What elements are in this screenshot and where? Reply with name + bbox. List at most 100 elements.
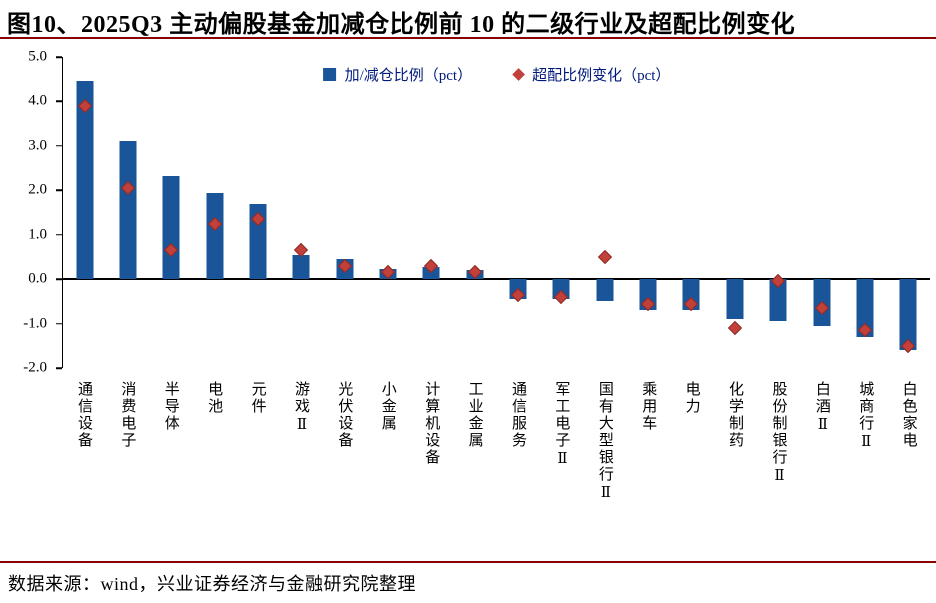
legend-diamond-label: 超配比例变化（pct）: [532, 68, 671, 84]
x-category-label: 游戏Ⅱ: [292, 381, 309, 435]
bar-positive: [119, 141, 137, 280]
chart-column: [757, 57, 800, 368]
x-category-cell: 化学制药: [713, 381, 756, 559]
y-tick-label: 2.0: [28, 181, 47, 198]
x-category-label: 通信服务: [510, 381, 527, 449]
x-category-label: 小金属: [379, 381, 396, 432]
x-category-label: 工业金属: [466, 381, 483, 449]
x-category-cell: 电力: [670, 381, 713, 559]
chart-column: [63, 57, 106, 368]
y-tick-mark: [56, 145, 62, 147]
x-category-cell: 消费电子: [105, 381, 148, 559]
bar-positive: [206, 192, 224, 280]
plot-columns: [63, 57, 930, 368]
x-category-cell: 乘用车: [626, 381, 669, 559]
diamond-marker: [727, 320, 742, 336]
chart-column: [626, 57, 669, 368]
bar-negative: [726, 279, 744, 320]
bar-negative: [899, 279, 917, 351]
x-category-label: 军工电子Ⅱ: [553, 381, 570, 469]
x-category-label: 计算机设备: [423, 381, 440, 466]
legend-item-diamond: 超配比例变化（pct）: [512, 64, 671, 85]
x-category-label: 国有大型银行Ⅱ: [596, 381, 613, 503]
y-tick-label: 4.0: [28, 92, 47, 109]
x-category-label: 股份制银行Ⅱ: [770, 381, 787, 486]
chart-title: 图10、2025Q3 主动偏股基金加减仓比例前 10 的二级行业及超配比例变化: [7, 12, 796, 38]
x-category-cell: 计算机设备: [409, 381, 452, 559]
x-category-cell: 股份制银行Ⅱ: [757, 381, 800, 559]
y-tick-label: -2.0: [23, 359, 47, 376]
data-source-note: 数据来源：wind，兴业证券经济与金融研究院整理: [8, 574, 416, 594]
legend: 加/减仓比例（pct） 超配比例变化（pct）: [322, 64, 671, 85]
x-category-cell: 城商行Ⅱ: [843, 381, 886, 559]
diamond-marker: [597, 249, 612, 264]
x-category-cell: 光伏设备: [322, 381, 365, 559]
y-tick-mark: [56, 278, 62, 280]
x-category-label: 白色家电: [900, 381, 917, 449]
x-category-cell: 元件: [236, 381, 279, 559]
chart-column: [323, 57, 366, 368]
legend-item-bar: 加/减仓比例（pct）: [322, 64, 473, 85]
legend-bar-swatch-icon: [322, 68, 336, 81]
chart-column: [670, 57, 713, 368]
x-category-cell: 通信设备: [62, 381, 105, 559]
x-category-label: 电力: [683, 381, 700, 415]
plot-area: 加/减仓比例（pct） 超配比例变化（pct）: [62, 57, 930, 368]
y-axis: 5.0 4.0 3.0 2.0 1.0 0.0 -1.0 -2.0: [0, 49, 62, 375]
x-category-cell: 通信服务: [496, 381, 539, 559]
x-category-label: 光伏设备: [336, 381, 353, 449]
x-category-label: 白酒Ⅱ: [813, 381, 830, 435]
zero-line: [63, 278, 930, 280]
x-category-label: 电池: [206, 381, 223, 415]
chart-column: [410, 57, 453, 368]
chart-column: [713, 57, 756, 368]
chart-column: [280, 57, 323, 368]
legend-diamond-swatch-icon: [512, 68, 525, 81]
x-category-label: 消费电子: [119, 381, 136, 449]
x-category-cell: 电池: [192, 381, 235, 559]
bar-positive: [76, 81, 94, 280]
y-tick-label: -1.0: [23, 315, 47, 332]
y-tick-mark: [56, 233, 62, 236]
y-tick-label: 3.0: [28, 137, 47, 154]
bar-positive: [162, 176, 180, 280]
chart-column: [150, 57, 193, 368]
bar-negative: [596, 279, 614, 302]
x-category-label: 元件: [249, 381, 266, 415]
y-tick-label: 1.0: [28, 226, 47, 243]
x-category-label: 通信设备: [75, 381, 92, 449]
x-category-cell: 白酒Ⅱ: [800, 381, 843, 559]
y-tick-mark: [56, 100, 62, 103]
bar-negative: [769, 279, 787, 322]
chart-column: [366, 57, 409, 368]
x-category-label: 化学制药: [727, 381, 744, 449]
y-tick-label: 5.0: [28, 48, 47, 65]
y-tick-mark: [56, 56, 62, 58]
x-category-cell: 军工电子Ⅱ: [539, 381, 582, 559]
chart-column: [843, 57, 886, 368]
x-category-cell: 小金属: [366, 381, 409, 559]
y-tick-label: 0.0: [28, 270, 47, 287]
title-divider: [0, 37, 936, 39]
chart-column: [496, 57, 539, 368]
y-tick-mark: [56, 322, 62, 325]
x-category-label: 乘用车: [640, 381, 657, 432]
bar-negative: [856, 279, 874, 337]
legend-bar-label: 加/减仓比例（pct）: [344, 68, 473, 84]
x-category-label: 城商行Ⅱ: [857, 381, 874, 452]
footer-divider: [0, 561, 936, 563]
y-tick-mark: [56, 367, 62, 369]
chart-column: [800, 57, 843, 368]
x-category-cell: 白色家电: [887, 381, 930, 559]
x-category-cell: 半导体: [149, 381, 192, 559]
x-category-label: 半导体: [162, 381, 179, 432]
x-category-cell: 游戏Ⅱ: [279, 381, 322, 559]
x-axis-labels: 通信设备 消费电子 半导体 电池 元件 游戏Ⅱ 光伏设备 小金属 计算机设备 工业金属 通信服务 军工…: [62, 381, 930, 559]
x-category-cell: 工业金属: [453, 381, 496, 559]
chart-column: [540, 57, 583, 368]
chart-column: [887, 57, 930, 368]
chart-column: [453, 57, 496, 368]
chart-column: [236, 57, 279, 368]
bar-positive: [292, 254, 310, 280]
chart-column: [106, 57, 149, 368]
